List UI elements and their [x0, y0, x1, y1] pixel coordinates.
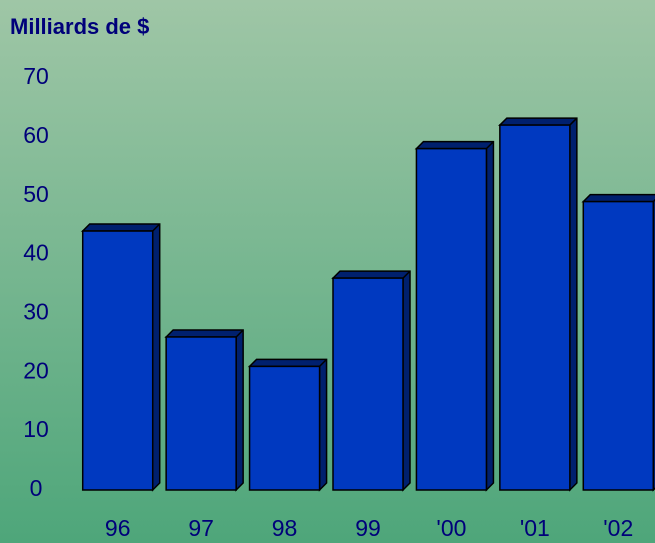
y-tick-label: 10 [23, 416, 49, 442]
bar [415, 147, 488, 491]
bar [582, 200, 655, 491]
x-tick-label: '01 [520, 515, 550, 541]
bar [81, 230, 154, 491]
bar [248, 365, 321, 491]
x-tick-label: 99 [355, 515, 381, 541]
x-tick-label: 96 [105, 515, 131, 541]
x-tick-label: 98 [272, 515, 298, 541]
chart-title: Milliards de $ [10, 14, 149, 39]
bar [499, 124, 571, 491]
y-tick-label: 0 [30, 475, 43, 501]
y-tick-label: 20 [23, 357, 49, 383]
x-tick-label: '02 [603, 515, 633, 541]
bar [332, 277, 404, 491]
y-tick-label: 70 [23, 63, 49, 89]
y-tick-label: 30 [23, 299, 49, 325]
bar [165, 336, 237, 491]
y-tick-label: 40 [23, 240, 49, 266]
y-tick-label: 60 [23, 122, 49, 148]
x-tick-label: 97 [188, 515, 214, 541]
x-tick-label: '00 [436, 515, 466, 541]
y-tick-label: 50 [23, 181, 49, 207]
